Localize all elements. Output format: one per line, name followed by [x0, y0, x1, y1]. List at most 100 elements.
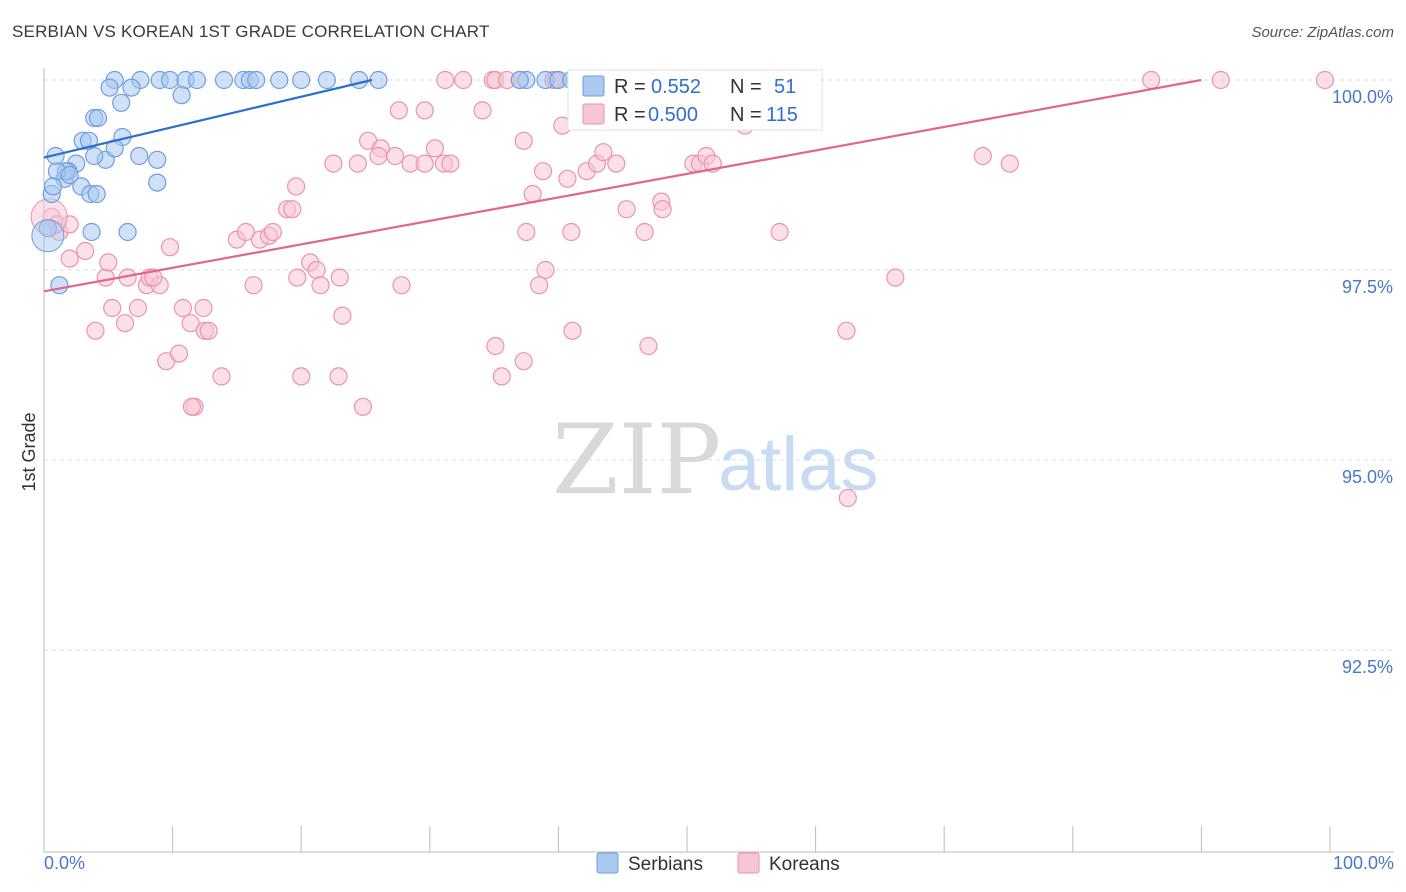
korean-point-8 — [86, 321, 105, 340]
y-tick-label-0: 100.0% — [1332, 87, 1393, 107]
korean-point-113 — [1211, 70, 1230, 90]
korean-point-59 — [392, 276, 411, 295]
serbian-point-12 — [317, 70, 336, 90]
korean-point-18 — [169, 344, 189, 363]
korean-point-45 — [329, 367, 348, 386]
serbian-point-6 — [214, 70, 234, 90]
serbian-n-label: N = — [730, 76, 762, 98]
korean-point-109 — [886, 268, 905, 287]
korean-point-81 — [617, 200, 636, 219]
bottom-legend: Serbians Koreans — [596, 852, 840, 875]
chart-source: Source: ZipAtlas.com — [1251, 24, 1394, 41]
korean-point-44 — [333, 306, 352, 325]
stats-legend-box — [567, 69, 823, 131]
serbian-point-5 — [187, 70, 207, 90]
y-tick-labels: 100.0% 97.5% 95.0% 92.5% — [1332, 87, 1393, 677]
korean-point-58 — [441, 154, 460, 173]
korean-point-21 — [194, 298, 213, 318]
korean-point-36 — [287, 177, 306, 196]
korean-point-62 — [473, 101, 492, 120]
korean-point-33 — [263, 222, 282, 242]
korean-point-56 — [425, 139, 444, 158]
serbian-point-45 — [43, 177, 63, 196]
serbian-point-37 — [85, 146, 104, 166]
serbian-r-value: 0.552 — [651, 76, 701, 98]
korean-point-7 — [99, 253, 118, 272]
korean-point-6 — [96, 268, 115, 287]
korean-point-110 — [973, 146, 992, 166]
korean-point-111 — [1000, 154, 1019, 173]
korean-point-107 — [837, 321, 856, 340]
korean-point-5 — [60, 249, 79, 268]
korean-point-51 — [386, 146, 405, 166]
korean-trend-line — [43, 78, 1202, 293]
korean-point-54 — [415, 154, 434, 173]
korean-point-48 — [353, 397, 372, 416]
korean-point-69 — [533, 162, 553, 181]
korean-point-10 — [103, 298, 122, 318]
y-tick-label-2: 95.0% — [1342, 467, 1393, 487]
serbian-point-41 — [148, 173, 167, 192]
y-tick-label-1: 97.5% — [1342, 277, 1393, 297]
serbian-point-39 — [130, 146, 149, 166]
korean-point-67 — [514, 131, 533, 150]
serbian-point-cluster — [31, 219, 65, 253]
bottom-legend-serbians-label: Serbians — [628, 854, 703, 875]
korean-point-75 — [558, 169, 577, 188]
korean-point-84 — [653, 200, 672, 219]
bottom-legend-koreans-swatch — [737, 852, 760, 874]
serbian-point-47 — [118, 222, 137, 242]
korean-n-value: 115 — [766, 104, 798, 126]
korean-point-43 — [330, 268, 349, 287]
korean-point-60 — [436, 70, 455, 90]
korean-point-55 — [415, 101, 434, 120]
korean-point-46 — [348, 154, 367, 173]
serbian-point-43 — [87, 184, 106, 204]
serbian-trend-line — [43, 78, 373, 159]
korean-point-79 — [594, 143, 613, 162]
watermark-zip: ZIP — [552, 404, 721, 516]
korean-point-12 — [128, 298, 147, 318]
korean-point-24 — [160, 238, 180, 257]
korean-point-105 — [486, 336, 505, 356]
korean-point-50 — [369, 146, 388, 166]
korean-point-52 — [389, 101, 408, 120]
korean-point-16 — [144, 268, 163, 287]
korean-point-20 — [181, 314, 200, 333]
serbian-point-11 — [292, 70, 311, 90]
serbian-point-3 — [160, 70, 180, 90]
korean-point-4 — [76, 241, 95, 261]
korean-point-27 — [212, 367, 231, 386]
korean-point-9 — [115, 314, 135, 333]
serbian-legend-swatch — [582, 75, 605, 97]
serbian-point-20 — [112, 93, 131, 112]
y-tick-label-3: 92.5% — [1342, 657, 1393, 677]
serbian-point-48 — [50, 276, 69, 295]
korean-point-106 — [492, 367, 511, 386]
korean-point-19 — [173, 298, 192, 318]
korean-point-40 — [311, 276, 330, 295]
korean-point-104 — [514, 352, 533, 371]
serbian-point-26 — [88, 108, 108, 128]
x-tick-label-max: 100.0% — [1333, 853, 1394, 873]
korean-point-29 — [236, 222, 255, 242]
korean-point-35 — [283, 200, 302, 219]
serbian-point-19 — [510, 70, 529, 90]
serbian-point-10 — [270, 70, 289, 90]
y-axis-title: 1st Grade — [19, 412, 39, 491]
korean-point-80 — [607, 154, 626, 173]
korean-point-70 — [536, 260, 555, 280]
serbian-point-36 — [60, 165, 79, 185]
serbian-r-label: R = — [614, 76, 646, 98]
korean-point-61 — [454, 70, 473, 90]
bottom-legend-koreans-label: Koreans — [769, 854, 840, 875]
serbian-point-13 — [350, 70, 369, 90]
korean-point-41 — [292, 367, 311, 386]
trend-lines — [43, 78, 1202, 293]
korean-point-42 — [324, 154, 343, 173]
serbian-point-40 — [148, 150, 167, 169]
korean-point-23 — [199, 321, 218, 340]
korean-r-value: 0.500 — [648, 104, 698, 126]
korean-point-26 — [182, 397, 201, 416]
